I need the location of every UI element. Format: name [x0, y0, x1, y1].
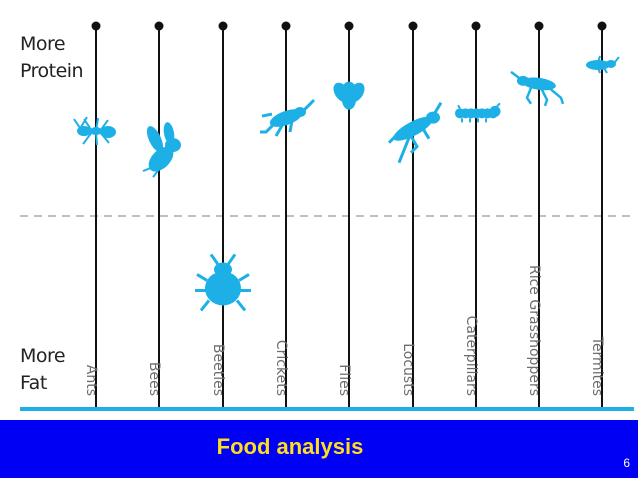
- locust-icon: [387, 101, 443, 164]
- insect-label-rice-grasshoppers: Rice Grasshoppers: [526, 265, 542, 396]
- bee-icon: [142, 122, 181, 178]
- more-fat-label-line2: Fat: [20, 372, 47, 394]
- stem-top-dot-termites: [597, 21, 607, 31]
- diagram-svg: Ants Bees Beetles Crickets Flies Locusts Cater…: [20, 21, 634, 411]
- stem-top-dot-beetles: [218, 21, 228, 31]
- fly-icon: [333, 81, 365, 110]
- beetle-icon: [195, 253, 251, 312]
- caterpillar-icon: [455, 102, 501, 123]
- footer-bar: Food analysis 6: [0, 420, 638, 478]
- insect-label-caterpillars: Caterpillars: [463, 316, 479, 396]
- insect-label-ants: Ants: [83, 365, 99, 396]
- insect-label-termites: Termites: [589, 336, 605, 396]
- more-protein-label: More Protein: [20, 31, 84, 85]
- more-protein-label-line1: More: [20, 33, 66, 55]
- insect-label-beetles: Beetles: [210, 344, 226, 396]
- more-protein-label-line2: Protein: [20, 60, 84, 82]
- stem-top-dot-caterpillars: [471, 21, 481, 31]
- stem-top-dot-crickets: [281, 21, 291, 31]
- insect-nutrition-diagram: More Protein More Fat Ants Bees Beetles Cri…: [20, 21, 634, 411]
- more-fat-label: More Fat: [20, 343, 66, 397]
- ant-icon: [73, 116, 116, 146]
- stem-top-dot-ants: [91, 21, 101, 31]
- insect-label-bees: Bees: [146, 362, 162, 396]
- stem-top-dot-locusts: [408, 21, 418, 31]
- page-number: 6: [623, 456, 630, 470]
- insect-label-flies: Flies: [336, 364, 352, 396]
- stem-top-dot-bees: [154, 21, 164, 31]
- cricket-icon: [260, 98, 316, 137]
- more-fat-label-line1: More: [20, 345, 66, 367]
- stem-top-dot-rice-grasshoppers: [534, 21, 544, 31]
- stem-top-dot-flies: [344, 21, 354, 31]
- insect-label-crickets: Crickets: [273, 340, 289, 396]
- grasshopper-icon: [510, 70, 565, 107]
- termite-icon: [586, 55, 620, 74]
- insect-label-locusts: Locusts: [400, 343, 416, 396]
- footer-title: Food analysis: [216, 434, 364, 459]
